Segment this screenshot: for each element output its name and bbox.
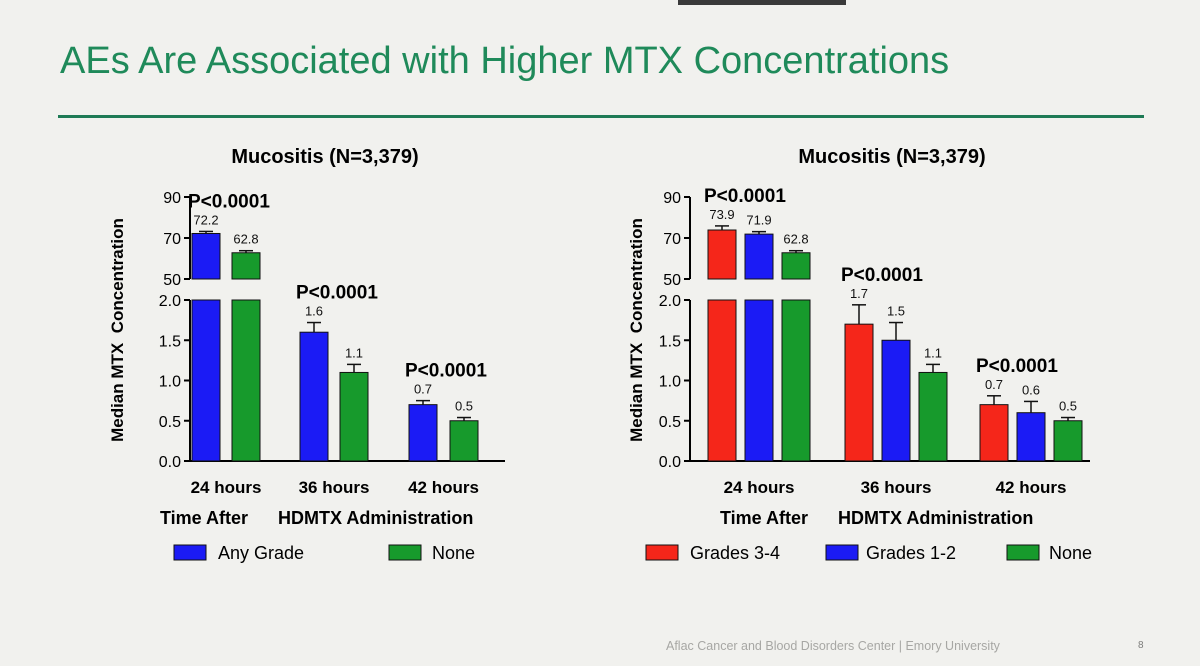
title-divider: [58, 115, 1144, 118]
y-tick-label-upper: 50: [163, 272, 181, 289]
footer-text: Aflac Cancer and Blood Disorders Center …: [666, 639, 1000, 653]
y-tick-label-lower: 2.0: [659, 293, 681, 310]
legend-swatch: [825, 544, 859, 561]
bar-grades-3-4: [707, 299, 737, 462]
data-label: 71.9: [746, 213, 771, 228]
x-tick-label: 24 hours: [724, 478, 795, 497]
bar-none: [781, 299, 811, 462]
x-axis-label: Time After: [720, 508, 808, 528]
legend-swatch: [1006, 544, 1040, 561]
p-value: P<0.0001: [704, 186, 786, 207]
bar-any-grade: [191, 299, 221, 462]
bar-none: [918, 371, 948, 462]
top-edge-bar: [678, 0, 846, 5]
bar-grades-1-2: [744, 299, 774, 462]
data-label: 62.8: [233, 232, 258, 247]
y-axis-label: Median MTX Concentration: [627, 218, 646, 442]
bar-any-grade-upper: [191, 232, 221, 280]
bar-grades-1-2: [1016, 412, 1046, 462]
p-value: P<0.0001: [976, 356, 1058, 377]
y-tick-label-lower: 0.0: [159, 454, 181, 471]
chart-right: Mucositis (N=3,379) Median MTX Concentrat…: [627, 146, 1092, 563]
legend-swatch: [388, 544, 422, 561]
data-label: 1.7: [850, 286, 868, 301]
data-label: 0.7: [414, 382, 432, 397]
chart-left: Mucositis (N=3,379) Median MTX Concentrat…: [108, 146, 505, 563]
p-value: P<0.0001: [188, 191, 270, 212]
page-number: 8: [1138, 640, 1144, 651]
bar-none-upper: [781, 252, 811, 280]
data-label: 0.6: [1022, 382, 1040, 397]
data-label: 72.2: [193, 212, 218, 227]
y-tick-label-lower: 1.5: [659, 333, 681, 350]
legend-swatch: [173, 544, 207, 561]
p-value: P<0.0001: [405, 361, 487, 382]
x-tick-label: 36 hours: [299, 478, 370, 497]
x-axis-label: HDMTX Administration: [838, 508, 1033, 528]
x-tick-label: 36 hours: [861, 478, 932, 497]
p-value: P<0.0001: [841, 265, 923, 286]
data-label: 1.6: [305, 304, 323, 319]
legend-swatch: [645, 544, 679, 561]
bar-any-grade: [408, 404, 438, 462]
bar-none: [1053, 420, 1083, 462]
chart-title: Mucositis (N=3,379): [798, 146, 985, 168]
data-label: 0.5: [455, 399, 473, 414]
bar-grades-3-4: [979, 404, 1009, 462]
y-tick-label-lower: 0.5: [659, 414, 681, 431]
data-label: 1.1: [345, 345, 363, 360]
y-axis-label: Median MTX Concentration: [108, 218, 127, 442]
data-label: 0.7: [985, 377, 1003, 392]
legend-label: Any Grade: [218, 543, 304, 563]
data-label: 73.9: [709, 207, 734, 222]
data-label: 62.8: [783, 232, 808, 247]
legend-label: None: [432, 543, 475, 563]
bar-grades-1-2-upper: [744, 233, 774, 280]
y-tick-label-lower: 0.5: [159, 414, 181, 431]
chart-title: Mucositis (N=3,379): [231, 146, 418, 168]
bar-grades-3-4: [844, 323, 874, 462]
bar-none: [449, 420, 479, 462]
y-tick-label-lower: 1.0: [659, 374, 681, 391]
legend-label: Grades 3-4: [690, 543, 780, 563]
y-tick-label-lower: 1.0: [159, 374, 181, 391]
y-tick-label-upper: 90: [663, 190, 681, 207]
x-tick-label: 24 hours: [191, 478, 262, 497]
y-tick-label-upper: 50: [663, 272, 681, 289]
y-tick-label-lower: 1.5: [159, 333, 181, 350]
y-tick-label-upper: 90: [163, 190, 181, 207]
y-tick-label-lower: 0.0: [659, 454, 681, 471]
data-label: 1.1: [924, 345, 942, 360]
x-tick-label: 42 hours: [996, 478, 1067, 497]
y-tick-label-upper: 70: [163, 231, 181, 248]
y-tick-label-lower: 2.0: [159, 293, 181, 310]
data-label: 1.5: [887, 304, 905, 319]
legend-label: Grades 1-2: [866, 543, 956, 563]
data-label: 0.5: [1059, 399, 1077, 414]
bar-none-upper: [231, 252, 261, 280]
bar-any-grade: [299, 331, 329, 462]
bar-none: [339, 371, 369, 462]
x-tick-label: 42 hours: [408, 478, 479, 497]
slide-title: AEs Are Associated with Higher MTX Conce…: [60, 40, 950, 82]
bar-none: [231, 299, 261, 462]
x-axis-label: Time After: [160, 508, 248, 528]
bar-grades-1-2: [881, 339, 911, 462]
legend-label: None: [1049, 543, 1092, 563]
x-axis-label: HDMTX Administration: [278, 508, 473, 528]
y-tick-label-upper: 70: [663, 231, 681, 248]
p-value: P<0.0001: [296, 283, 378, 304]
bar-grades-3-4-upper: [707, 229, 737, 280]
